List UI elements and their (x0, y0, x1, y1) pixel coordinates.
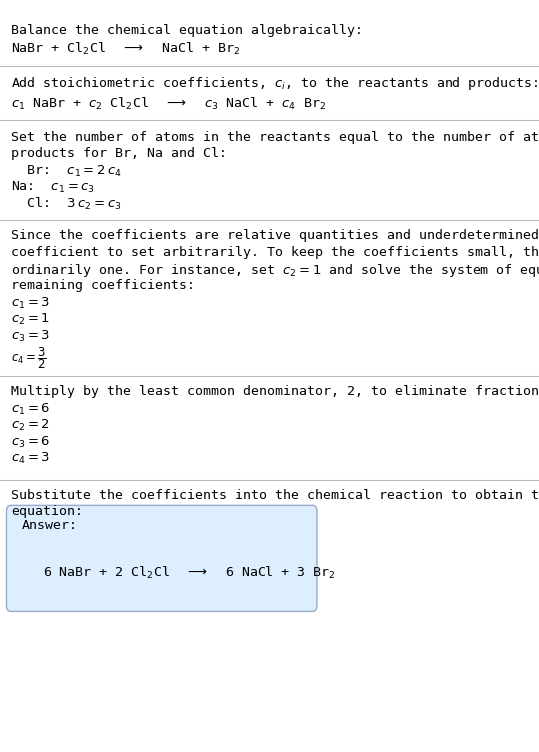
Text: $c_3 = 3$: $c_3 = 3$ (11, 329, 50, 344)
Text: $c_4 = \dfrac{3}{2}$: $c_4 = \dfrac{3}{2}$ (11, 345, 47, 371)
Text: remaining coefficients:: remaining coefficients: (11, 279, 195, 292)
Text: $c_3 = 6$: $c_3 = 6$ (11, 435, 50, 450)
Text: $c_4 = 3$: $c_4 = 3$ (11, 451, 50, 466)
Text: $c_1 = 6$: $c_1 = 6$ (11, 402, 50, 417)
Text: coefficient to set arbitrarily. To keep the coefficients small, the arbitrary va: coefficient to set arbitrarily. To keep … (11, 246, 539, 259)
Text: Substitute the coefficients into the chemical reaction to obtain the balanced: Substitute the coefficients into the che… (11, 489, 539, 502)
Text: Add stoichiometric coefficients, $c_i$, to the reactants and products:: Add stoichiometric coefficients, $c_i$, … (11, 75, 538, 92)
FancyBboxPatch shape (6, 505, 317, 611)
Text: Balance the chemical equation algebraically:: Balance the chemical equation algebraica… (11, 24, 363, 37)
Text: Since the coefficients are relative quantities and underdetermined, choose a: Since the coefficients are relative quan… (11, 229, 539, 242)
Text: 6 NaBr + 2 Cl$_2$Cl  $\longrightarrow$  6 NaCl + 3 Br$_2$: 6 NaBr + 2 Cl$_2$Cl $\longrightarrow$ 6 … (43, 565, 336, 581)
Text: Cl:  $3\,c_2 = c_3$: Cl: $3\,c_2 = c_3$ (19, 196, 121, 211)
Text: Multiply by the least common denominator, 2, to eliminate fractional coefficient: Multiply by the least common denominator… (11, 385, 539, 398)
Text: equation:: equation: (11, 505, 83, 518)
Text: $c_1$ NaBr + $c_2$ Cl$_2$Cl  $\longrightarrow$  $c_3$ NaCl + $c_4$ Br$_2$: $c_1$ NaBr + $c_2$ Cl$_2$Cl $\longrighta… (11, 96, 326, 112)
Text: products for Br, Na and Cl:: products for Br, Na and Cl: (11, 147, 227, 160)
Text: NaBr + Cl$_2$Cl  $\longrightarrow$  NaCl + Br$_2$: NaBr + Cl$_2$Cl $\longrightarrow$ NaCl +… (11, 41, 240, 57)
Text: $c_2 = 1$: $c_2 = 1$ (11, 312, 50, 327)
Text: $c_2 = 2$: $c_2 = 2$ (11, 418, 50, 433)
Text: Na:  $c_1 = c_3$: Na: $c_1 = c_3$ (11, 180, 95, 195)
Text: $c_1 = 3$: $c_1 = 3$ (11, 296, 50, 311)
Text: Set the number of atoms in the reactants equal to the number of atoms in the: Set the number of atoms in the reactants… (11, 131, 539, 144)
Text: Br:  $c_1 = 2\,c_4$: Br: $c_1 = 2\,c_4$ (19, 164, 122, 179)
Text: ordinarily one. For instance, set $c_2 = 1$ and solve the system of equations fo: ordinarily one. For instance, set $c_2 =… (11, 262, 539, 280)
Text: Answer:: Answer: (22, 519, 78, 532)
